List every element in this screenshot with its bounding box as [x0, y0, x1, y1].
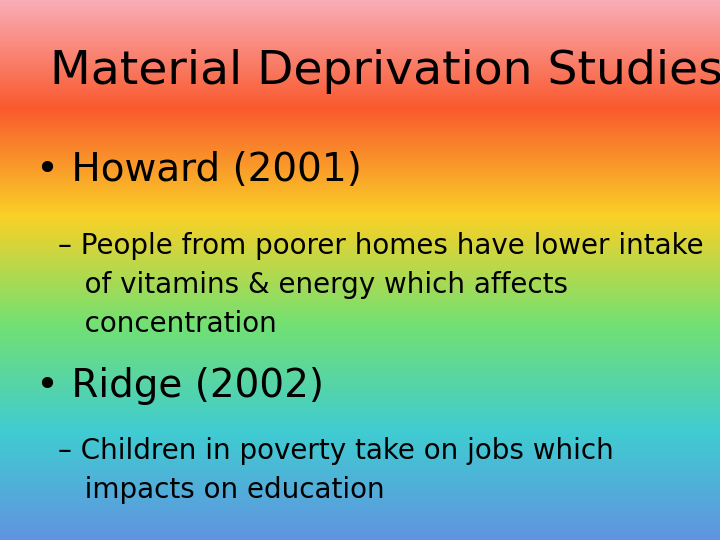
Text: – Children in poverty take on jobs which
   impacts on education: – Children in poverty take on jobs which…	[58, 437, 613, 504]
Text: • Ridge (2002): • Ridge (2002)	[36, 367, 324, 405]
Text: – People from poorer homes have lower intake
   of vitamins & energy which affec: – People from poorer homes have lower in…	[58, 232, 703, 338]
Text: • Howard (2001): • Howard (2001)	[36, 151, 362, 189]
Text: Material Deprivation Studies: Material Deprivation Studies	[50, 49, 720, 93]
